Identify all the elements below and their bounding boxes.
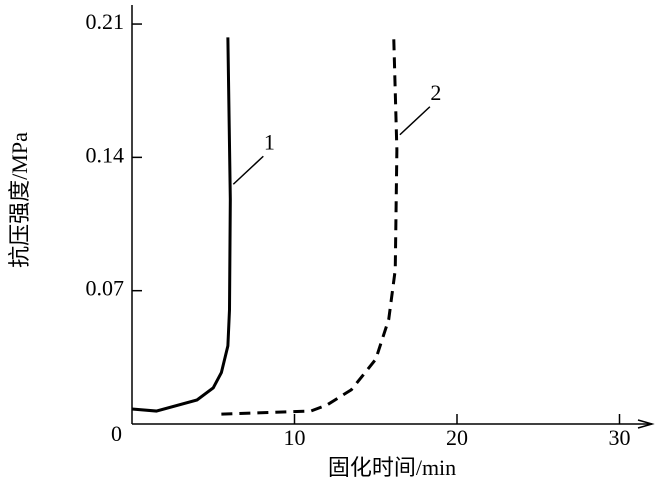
y-tick-label: 0.21	[86, 9, 125, 34]
x-tick-label: 20	[446, 425, 468, 450]
x-axis-arrow	[637, 419, 655, 429]
y-tick-label: 0.07	[86, 276, 125, 301]
x-tick-label: 30	[609, 425, 631, 450]
label-leader	[232, 155, 264, 185]
y-tick-label: 0.14	[86, 142, 125, 167]
series-label: 2	[430, 80, 441, 105]
y-tick-label: 0	[111, 421, 122, 446]
line-series	[221, 33, 399, 416]
series-label: 1	[264, 129, 275, 154]
line-series	[131, 37, 232, 413]
x-axis-label: 固化时间/min	[328, 455, 456, 480]
label-leader	[399, 106, 431, 136]
x-tick-label: 10	[284, 425, 306, 450]
y-axis-label: 抗压强度/MPa	[7, 132, 32, 268]
